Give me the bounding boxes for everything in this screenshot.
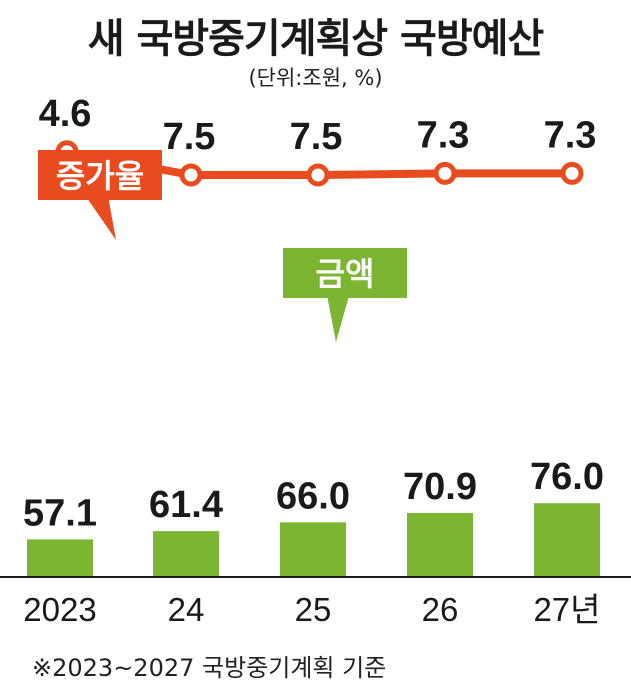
rate-value-label-3: 7.3 xyxy=(417,114,470,156)
bars-layer xyxy=(27,503,600,577)
rate-value-label-0: 4.6 xyxy=(39,93,92,135)
bar-value-label-0: 57.1 xyxy=(23,492,97,534)
rate-point-2 xyxy=(306,163,330,187)
chart-title: 새 국방중기계획상 국방예산 xyxy=(87,16,544,62)
rate-value-label-1: 7.5 xyxy=(163,116,216,158)
bar-2 xyxy=(280,522,346,577)
x-tick-label-1: 24 xyxy=(168,591,205,628)
x-tick-label-3: 26 xyxy=(422,591,459,628)
x-tick-label-0: 2023 xyxy=(23,591,96,628)
x-tick-labels: 2023 24 25 26 27년 xyxy=(23,591,600,628)
x-tick-label-4: 27년 xyxy=(533,591,600,628)
bar-value-label-1: 61.4 xyxy=(149,484,223,526)
bar-3 xyxy=(407,512,473,577)
unit-note: (단위:조원, %) xyxy=(248,66,383,90)
rate-point-1 xyxy=(179,163,203,187)
legend-badge-amount: 금액 xyxy=(283,248,407,342)
rate-value-label-2: 7.5 xyxy=(290,116,343,158)
x-tick-label-2: 25 xyxy=(295,591,332,628)
rate-badge-box xyxy=(38,150,162,200)
footnote: ※2023~2027 국방중기계획 기준 xyxy=(32,654,387,682)
bar-0 xyxy=(27,539,93,577)
rate-value-label-4: 7.3 xyxy=(544,114,597,156)
bar-value-label-2: 66.0 xyxy=(276,475,350,517)
bar-value-label-4: 76.0 xyxy=(530,456,604,498)
bar-1 xyxy=(153,531,219,577)
amount-badge-pointer xyxy=(325,285,352,342)
rate-point-3 xyxy=(433,161,457,185)
rate-badge-label: 증가율 xyxy=(56,157,144,195)
bar-4 xyxy=(534,503,600,577)
amount-badge-label: 금액 xyxy=(316,255,375,293)
rate-point-4 xyxy=(560,161,584,185)
labels-layer: 57.1 61.4 66.0 70.9 76.0 4.6 7.5 7.5 7.3 7.3 xyxy=(23,93,604,535)
bar-value-label-3: 70.9 xyxy=(403,466,477,508)
amount-badge-box xyxy=(283,248,407,298)
legend-badge-rate: 증가율 xyxy=(38,150,162,240)
